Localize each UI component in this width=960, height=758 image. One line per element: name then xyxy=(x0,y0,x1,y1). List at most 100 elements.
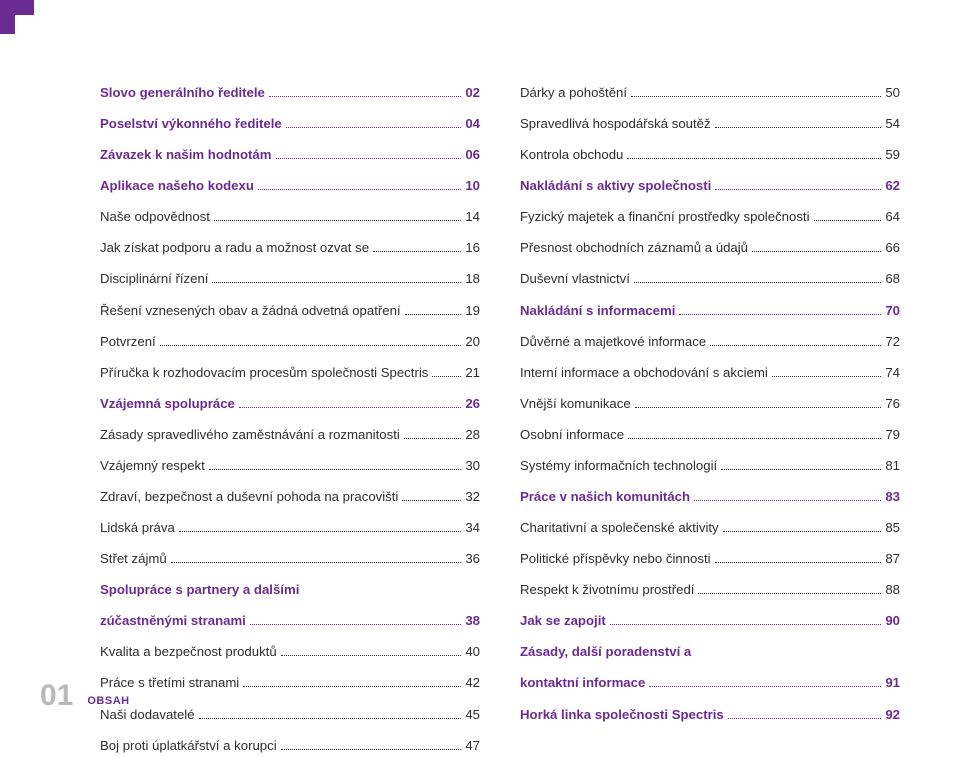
toc-row: Střet zájmů36 xyxy=(100,546,480,571)
toc-page: 54 xyxy=(885,111,900,136)
toc-row: Fyzický majetek a finanční prostředky sp… xyxy=(520,204,900,229)
toc-row: Vzájemná spolupráce26 xyxy=(100,391,480,416)
section-label: OBSAH xyxy=(87,695,129,711)
toc-label: kontaktní informace xyxy=(520,670,645,695)
toc-label: Nakládání s aktivy společnosti xyxy=(520,173,711,198)
toc-page: 87 xyxy=(885,546,900,571)
toc-row: Aplikace našeho kodexu10 xyxy=(100,173,480,198)
toc-row: Vnější komunikace 76 xyxy=(520,391,900,416)
toc-page: 26 xyxy=(465,391,480,416)
toc-page: 14 xyxy=(465,204,480,229)
toc-label: Potvrzení xyxy=(100,329,156,354)
toc-dots xyxy=(698,593,881,594)
toc-dots xyxy=(721,469,881,470)
toc-dots xyxy=(432,376,461,377)
toc-label: Vnější komunikace xyxy=(520,391,631,416)
toc-label: Kvalita a bezpečnost produktů xyxy=(100,639,277,664)
toc-label: Spravedlivá hospodářská soutěž xyxy=(520,111,711,136)
toc-row: Charitativní a společenské aktivity85 xyxy=(520,515,900,540)
toc-dots xyxy=(405,314,462,315)
toc-label: Zásady spravedlivého zaměstnávání a rozm… xyxy=(100,422,400,447)
toc-page: 40 xyxy=(465,639,480,664)
toc-page: 83 xyxy=(885,484,900,509)
toc-dots xyxy=(373,251,461,252)
toc-page: 74 xyxy=(885,360,900,385)
toc-row: Jak získat podporu a radu a možnost ozva… xyxy=(100,235,480,260)
toc-dots xyxy=(634,282,881,283)
toc-page: 42 xyxy=(465,670,480,695)
toc-page: 66 xyxy=(885,235,900,260)
toc-label: Zdraví, bezpečnost a duševní pohoda na p… xyxy=(100,484,398,509)
toc-page: 92 xyxy=(885,702,900,727)
toc-dots xyxy=(160,345,462,346)
toc-label: Horká linka společnosti Spectris xyxy=(520,702,724,727)
toc-row: Zdraví, bezpečnost a duševní pohoda na p… xyxy=(100,484,480,509)
toc-page: 16 xyxy=(465,235,480,260)
toc-page: 47 xyxy=(465,733,480,758)
toc-label: Kontrola obchodu xyxy=(520,142,623,167)
toc-page: 70 xyxy=(885,298,900,323)
toc-page: 21 xyxy=(465,360,480,385)
toc-row: Disciplinární řízení18 xyxy=(100,266,480,291)
toc-label: Práce v našich komunitách xyxy=(520,484,690,509)
toc-label: Respekt k životnímu prostředí xyxy=(520,577,694,602)
toc-row: Kvalita a bezpečnost produktů 40 xyxy=(100,639,480,664)
toc-row: Potvrzení 20 xyxy=(100,329,480,354)
toc-label: Naše odpovědnost xyxy=(100,204,210,229)
page-number: 01 xyxy=(40,681,73,711)
toc-page: 91 xyxy=(885,670,900,695)
toc-row: Naši dodavatelé45 xyxy=(100,702,480,727)
toc-row: Osobní informace 79 xyxy=(520,422,900,447)
toc-dots xyxy=(715,562,882,563)
toc-row: Závazek k našim hodnotám06 xyxy=(100,142,480,167)
toc-page: 32 xyxy=(465,484,480,509)
toc-dots xyxy=(723,531,882,532)
toc-dots xyxy=(814,220,882,221)
toc-page: 02 xyxy=(465,80,480,105)
toc-dots xyxy=(710,345,881,346)
toc-page: 18 xyxy=(465,266,480,291)
toc-label: Nakládání s informacemi xyxy=(520,298,675,323)
toc-label: Dárky a pohoštění xyxy=(520,80,627,105)
toc-dots xyxy=(402,500,461,501)
toc-row: Práce s třetími stranami42 xyxy=(100,670,480,695)
toc-label: Slovo generálního ředitele xyxy=(100,80,265,105)
toc-dots xyxy=(214,220,461,221)
toc-label: Jak získat podporu a radu a možnost ozva… xyxy=(100,235,369,260)
toc-dots xyxy=(239,407,461,408)
toc-dots xyxy=(171,562,462,563)
toc-label: Řešení vznesených obav a žádná odvetná o… xyxy=(100,298,401,323)
toc-label: Příručka k rozhodovacím procesům společn… xyxy=(100,360,428,385)
toc-row: Poselství výkonného ředitele04 xyxy=(100,111,480,136)
toc-row: Kontrola obchodu 59 xyxy=(520,142,900,167)
toc-dots xyxy=(404,438,462,439)
toc-dots xyxy=(649,686,881,687)
toc-page: 20 xyxy=(465,329,480,354)
toc-page: 50 xyxy=(885,80,900,105)
toc-row: Slovo generálního ředitele 02 xyxy=(100,80,480,105)
toc-page: 10 xyxy=(465,173,480,198)
toc-page: 59 xyxy=(885,142,900,167)
toc-page: 45 xyxy=(465,702,480,727)
page-footer: 01 OBSAH xyxy=(40,681,130,711)
toc-dots xyxy=(269,96,461,97)
toc-dots xyxy=(199,718,462,719)
toc-label: Střet zájmů xyxy=(100,546,167,571)
toc-label: Politické příspěvky nebo činnosti xyxy=(520,546,711,571)
toc-dots xyxy=(281,749,462,750)
toc-dots xyxy=(752,251,881,252)
toc-page: 28 xyxy=(465,422,480,447)
toc-label: Poselství výkonného ředitele xyxy=(100,111,282,136)
toc-page: 79 xyxy=(885,422,900,447)
toc-page: 06 xyxy=(465,142,480,167)
toc-row: Řešení vznesených obav a žádná odvetná o… xyxy=(100,298,480,323)
toc-page: 76 xyxy=(885,391,900,416)
toc-label: Duševní vlastnictví xyxy=(520,266,630,291)
toc-label: Osobní informace xyxy=(520,422,624,447)
toc-label: Lidská práva xyxy=(100,515,175,540)
toc-row: Nakládání s aktivy společnosti 62 xyxy=(520,173,900,198)
toc-label: Charitativní a společenské aktivity xyxy=(520,515,719,540)
toc-page: 62 xyxy=(885,173,900,198)
toc-page: 64 xyxy=(885,204,900,229)
toc-page: 90 xyxy=(885,608,900,633)
